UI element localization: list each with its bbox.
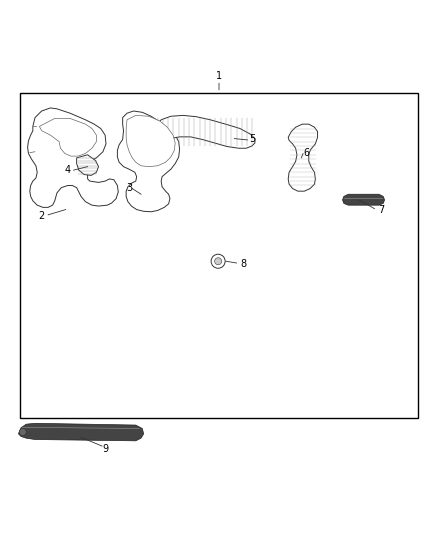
Polygon shape: [343, 194, 385, 205]
Polygon shape: [28, 108, 118, 207]
Text: 3: 3: [126, 183, 132, 192]
Polygon shape: [154, 115, 255, 154]
Polygon shape: [18, 423, 144, 441]
Text: 9: 9: [102, 444, 108, 454]
Text: 6: 6: [304, 148, 310, 158]
Polygon shape: [77, 155, 99, 175]
Circle shape: [215, 258, 222, 265]
Polygon shape: [126, 115, 175, 167]
Bar: [20, 93, 418, 418]
Circle shape: [19, 429, 26, 435]
Polygon shape: [39, 118, 96, 156]
Polygon shape: [288, 124, 318, 191]
Text: 8: 8: [240, 260, 246, 269]
Text: 1: 1: [216, 71, 222, 81]
Text: 4: 4: [65, 165, 71, 175]
Text: 5: 5: [249, 134, 255, 144]
Polygon shape: [117, 111, 180, 212]
Text: 2: 2: [39, 211, 45, 221]
Circle shape: [211, 254, 225, 268]
Text: 7: 7: [378, 205, 384, 215]
